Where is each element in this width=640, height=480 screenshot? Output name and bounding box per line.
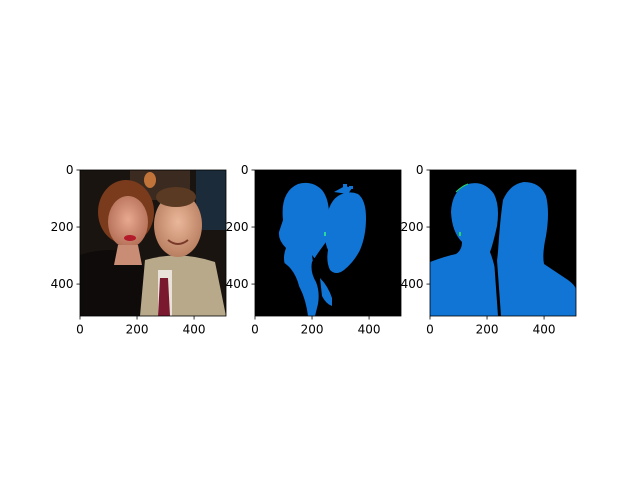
y-tick-label: 200 — [51, 220, 74, 234]
photo-panel — [80, 170, 226, 316]
pred-person-right — [325, 192, 366, 273]
pred-speck-top2 — [349, 186, 353, 189]
y-tick-label: 200 — [401, 220, 424, 234]
x-tick-label: 400 — [183, 323, 206, 337]
ground-truth-mask-panel — [430, 170, 576, 316]
pred-lower-blob — [320, 278, 332, 306]
axes-frame — [79, 169, 227, 317]
pred-man-hair-top — [334, 186, 352, 194]
gt-person-right — [496, 182, 576, 316]
photo-man-jacket — [140, 255, 226, 316]
pred-cutout-left — [283, 262, 300, 316]
y-tick-label: 0 — [416, 163, 424, 177]
gt-green-dot — [459, 232, 461, 236]
axes-2: 0 200 400 0 200 400 — [226, 163, 402, 337]
predicted-mask-panel — [255, 170, 401, 316]
photo-woman-mouth — [124, 235, 136, 241]
x-tick-label: 0 — [251, 323, 259, 337]
photo-man-tie — [158, 278, 170, 316]
photo-man-head — [154, 193, 202, 257]
axes-1: 0 200 400 0 200 400 — [51, 163, 227, 337]
y-tick-label: 200 — [226, 220, 249, 234]
photo-woman-neck — [114, 245, 142, 265]
x-tick-label: 200 — [126, 323, 149, 337]
pred-person-left — [278, 182, 330, 316]
x-tick-label: 200 — [476, 323, 499, 337]
axes-3: 0 200 400 0 200 400 — [401, 163, 577, 337]
gt-green-edge — [455, 183, 469, 193]
x-tick-label: 400 — [533, 323, 556, 337]
y-tick-label: 400 — [51, 277, 74, 291]
y-tick-label: 0 — [66, 163, 74, 177]
gt-person-left — [430, 183, 502, 316]
photo-lamp — [144, 172, 156, 188]
x-tick-label: 200 — [301, 323, 324, 337]
photo-man-hair — [156, 187, 196, 207]
photo-woman-face — [108, 196, 148, 248]
gt-gap-between — [494, 260, 501, 316]
pred-cutout-neck — [312, 255, 322, 276]
x-tick-label: 0 — [76, 323, 84, 337]
y-tick-label: 400 — [226, 277, 249, 291]
photo-man-mouth — [167, 239, 189, 245]
x-tick-label: 400 — [358, 323, 381, 337]
y-tick-label: 0 — [241, 163, 249, 177]
y-tick-label: 400 — [401, 277, 424, 291]
photo-woman-body — [80, 250, 160, 316]
x-tick-label: 0 — [426, 323, 434, 337]
axes-layer: 0 200 400 0 200 400 0 200 400 0 200 400 0 200 400 0 200 4… — [51, 163, 577, 337]
axes-frame — [254, 169, 402, 317]
pred-speck-top — [343, 184, 347, 187]
axes-frame — [429, 169, 577, 317]
pred-small-green — [324, 232, 326, 236]
